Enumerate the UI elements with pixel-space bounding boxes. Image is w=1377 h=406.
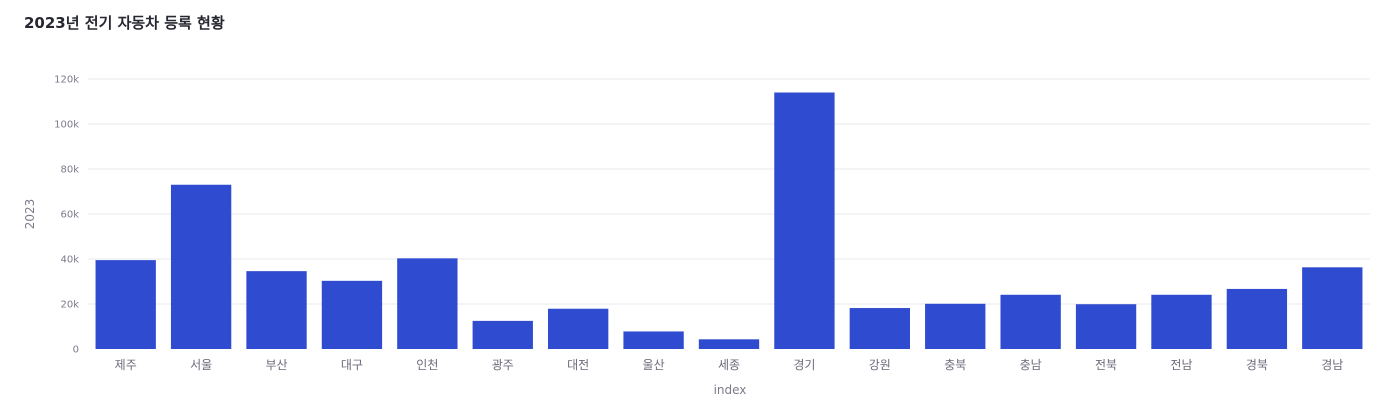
bar[interactable] bbox=[548, 308, 609, 349]
x-tick-label: 부산 bbox=[265, 358, 287, 372]
x-tick-label: 대전 bbox=[567, 358, 589, 372]
y-tick-label: 80k bbox=[60, 165, 79, 176]
gridlines bbox=[88, 78, 1370, 305]
bar[interactable] bbox=[321, 280, 383, 349]
bar[interactable] bbox=[925, 303, 986, 349]
y-tick-label: 120k bbox=[54, 75, 79, 86]
x-tick-label: 대구 bbox=[341, 358, 363, 372]
bar[interactable] bbox=[170, 184, 232, 349]
x-tick-label: 광주 bbox=[492, 358, 514, 372]
x-tick-label: 세종 bbox=[718, 358, 740, 372]
x-axis-title: index bbox=[714, 383, 747, 397]
bar[interactable] bbox=[1226, 288, 1288, 349]
x-tick-label: 경기 bbox=[793, 358, 815, 372]
x-tick-label: 강원 bbox=[869, 358, 891, 372]
y-tick-label: 20k bbox=[60, 300, 79, 311]
bar[interactable] bbox=[397, 258, 458, 349]
x-tick-label: 서울 bbox=[190, 358, 212, 372]
bar[interactable] bbox=[246, 271, 307, 349]
x-tick-label: 경남 bbox=[1321, 358, 1343, 372]
bar[interactable] bbox=[95, 260, 156, 349]
y-tick-label: 100k bbox=[54, 120, 79, 131]
x-tick-label: 전남 bbox=[1170, 358, 1192, 372]
bars bbox=[95, 92, 1363, 350]
bar[interactable] bbox=[698, 339, 760, 349]
x-tick-label: 충남 bbox=[1020, 358, 1042, 372]
x-tick-label: 제주 bbox=[115, 358, 137, 372]
bar[interactable] bbox=[472, 320, 533, 349]
y-tick-label: 0 bbox=[73, 345, 79, 356]
y-tick-label: 40k bbox=[60, 255, 79, 266]
bar[interactable] bbox=[774, 92, 835, 350]
y-tick-label: 60k bbox=[60, 210, 79, 221]
x-tick-label: 전북 bbox=[1095, 358, 1117, 372]
x-tick-label: 경북 bbox=[1246, 358, 1268, 372]
bar[interactable] bbox=[1000, 294, 1061, 349]
x-tick-label: 인천 bbox=[416, 357, 438, 372]
y-tick-labels: 0 20k 40k 60k 80k 100k 120k bbox=[54, 75, 79, 356]
x-tick-labels: 제주 서울 부산 대구 인천 광주 대전 울산 세종 경기 강원 충북 충남 전북 전남 경북 경남 bbox=[115, 357, 1344, 372]
x-tick-label: 충북 bbox=[944, 358, 966, 372]
y-axis-title: 2023 bbox=[23, 199, 37, 230]
x-tick-label: 울산 bbox=[643, 358, 665, 372]
bar[interactable] bbox=[849, 308, 910, 349]
bar[interactable] bbox=[1151, 294, 1212, 349]
chart-title: 2023년 전기 자동차 등록 현황 bbox=[24, 14, 225, 32]
bar[interactable] bbox=[1075, 304, 1137, 349]
bar[interactable] bbox=[623, 331, 684, 349]
bar[interactable] bbox=[1302, 267, 1363, 349]
